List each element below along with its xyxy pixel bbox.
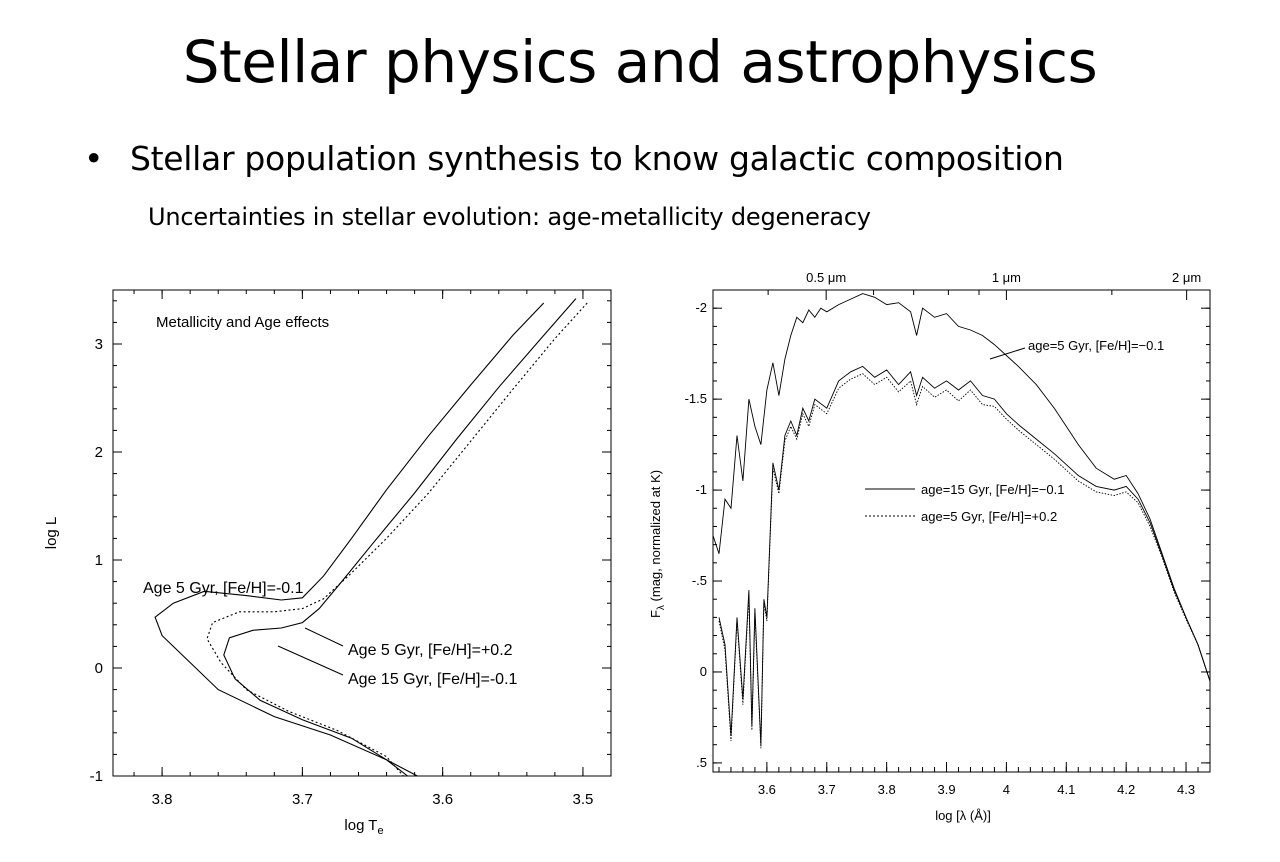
top-tick-label: 1 μm	[992, 270, 1021, 285]
x-axis-label: log Te	[344, 817, 383, 837]
y-tick-label: 3	[95, 336, 103, 353]
leader-line-age15	[277, 645, 344, 676]
y-tick-label: 0	[95, 660, 103, 677]
bullet-symbol: •	[84, 139, 104, 178]
x-tick-label: 3.7	[818, 782, 836, 797]
annotation-age5-feh-plus: Age 5 Gyr, [Fe/H]=+0.2	[348, 642, 513, 659]
x-axis-label-subscript: e	[377, 825, 383, 837]
sub-point-text: Uncertainties in stellar evolution: age-…	[148, 203, 871, 231]
y-tick-label: .5	[696, 755, 707, 770]
plot-frame	[112, 289, 612, 777]
y-axis-label-rest: (mag, normalized at K)	[648, 470, 663, 605]
y-axis-label: Fλ (mag, normalized at K)	[648, 470, 667, 618]
x-tick-label: 3.8	[878, 782, 896, 797]
leader-line-age5	[989, 347, 1026, 360]
y-tick-label: 0	[700, 664, 707, 679]
series-line-1	[206, 302, 588, 777]
chart-title: Metallicity and Age effects	[156, 314, 329, 331]
hr-diagram-chart: 3.8 3.7 3.6 3.5 -1 0 1 2 3 Metallicity and Age e…	[43, 289, 612, 837]
plot-frame	[712, 289, 1211, 773]
x-tick-label: 4	[1003, 782, 1010, 797]
y-axis-label-subscript: λ	[656, 605, 667, 610]
spectrum-line-0	[712, 293, 1211, 682]
x-tick-label: 3.6	[758, 782, 776, 797]
series-line-2	[223, 298, 577, 777]
y-axis-label-main: F	[648, 610, 663, 618]
x-tick-label: 3.5	[573, 791, 594, 808]
y-axis-label: log L	[43, 517, 60, 550]
x-tick-label: 4.3	[1177, 782, 1195, 797]
top-tick-label: 2 μm	[1172, 270, 1201, 285]
y-tick-label: -2	[695, 300, 707, 315]
top-tick-label: 0.5 μm	[806, 270, 846, 285]
leader-line-age5-plus	[304, 627, 344, 647]
x-axis-label-main: log T	[344, 817, 377, 834]
x-tick-label: 3.9	[937, 782, 955, 797]
y-tick-label: -1.5	[685, 391, 707, 406]
annotation-age15-feh-minus: Age 15 Gyr, [Fe/H]=-0.1	[348, 671, 518, 688]
bullet-point: • Stellar population synthesis to know ga…	[84, 136, 1064, 182]
x-tick-label: 3.6	[432, 791, 453, 808]
x-tick-label: 4.2	[1117, 782, 1135, 797]
annotation-age5-feh-minus: Age 5 Gyr, [Fe/H]=-0.1	[143, 580, 304, 597]
x-tick-label: 4.1	[1057, 782, 1075, 797]
y-tick-label: 2	[95, 444, 103, 461]
spectral-energy-chart: 3.6 3.7 3.8 3.9 4 4.1 4.2 4.3 0.5 μm 1 μm 2 μm .5 0 -…	[648, 270, 1211, 823]
x-axis-label: log [λ (Å)]	[935, 808, 991, 823]
legend-age5-plus: age=5 Gyr, [Fe/H]=+0.2	[921, 509, 1057, 524]
legend-age15: age=15 Gyr, [Fe/H]=−0.1	[921, 482, 1064, 497]
spectrum-line-2	[718, 373, 1211, 749]
annotation-age5-feh-minus: age=5 Gyr, [Fe/H]=−0.1	[1028, 338, 1164, 353]
x-tick-label: 3.8	[152, 791, 173, 808]
series-line-0	[154, 302, 545, 777]
spectrum-line-1	[718, 365, 1211, 745]
y-tick-label: -.5	[692, 573, 707, 588]
x-tick-label: 3.7	[292, 791, 313, 808]
y-tick-label: -1	[90, 768, 103, 785]
bullet-text: Stellar population synthesis to know gal…	[130, 139, 1064, 178]
y-tick-label: -1	[695, 482, 707, 497]
y-tick-label: 1	[95, 552, 103, 569]
slide-title: Stellar physics and astrophysics	[182, 28, 1098, 96]
